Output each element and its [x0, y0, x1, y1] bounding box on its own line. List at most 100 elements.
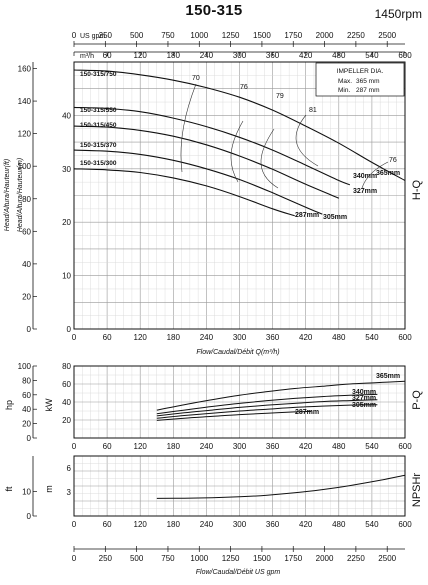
ylabel-hp: hp — [4, 400, 14, 410]
npsh-side-label: NPSHr — [411, 473, 423, 508]
head-ft-tick-label: 80 — [22, 195, 31, 204]
hq-x-tick-label: 120 — [134, 333, 148, 342]
npsh-m-tick-label: 3 — [67, 488, 72, 497]
hq-curve-365mm — [73, 69, 406, 181]
npsh-curve — [156, 474, 406, 499]
ylabel-head-m: Head/Altura/Hauteur(m) — [17, 158, 24, 232]
hp-tick-label: 0 — [27, 434, 32, 443]
pq-curve-label: 365mm — [376, 373, 400, 380]
npsh-x-tick-label: 600 — [398, 520, 412, 529]
hq-curve-305mm — [73, 149, 323, 215]
head-m-tick-label: 0 — [67, 325, 72, 334]
pq-x-tick-label: 420 — [299, 442, 313, 451]
gpm-tick-label: 1750 — [284, 31, 302, 40]
hq-x-tick-label: 180 — [167, 333, 181, 342]
bottom-gpm-tick-label: 1250 — [222, 554, 240, 563]
impeller-max-label: Max. — [338, 78, 352, 85]
gpm-tick-label: 2000 — [316, 31, 334, 40]
flow-tick-label: 60 — [103, 51, 112, 60]
gpm-tick-label: 1500 — [253, 31, 271, 40]
npsh-x-tick-label: 240 — [200, 520, 214, 529]
ylabel-npsh-ft: ft — [4, 486, 14, 492]
bottom-gpm-label: Flow/Caudal/Débit US gpm — [196, 569, 281, 576]
top-flow-unit: m³/h — [80, 53, 94, 60]
pq-side-label: P-Q — [411, 390, 423, 410]
efficiency-label: 76 — [240, 84, 248, 91]
head-ft-tick-label: 40 — [22, 260, 31, 269]
hq-x-tick-label: 0 — [72, 333, 77, 342]
hq-x-tick-label: 240 — [200, 333, 214, 342]
gpm-tick-label: 500 — [130, 31, 144, 40]
flow-tick-label: 180 — [167, 51, 181, 60]
bottom-gpm-tick-label: 1000 — [190, 554, 208, 563]
hq-xlabel: Flow/Caudal/Débit Q(m³/h) — [196, 349, 279, 356]
kw-tick-label: 60 — [62, 380, 71, 389]
npsh-ft-tick-label: 0 — [27, 512, 32, 521]
impeller-box — [315, 62, 405, 97]
speed-label: 1450rpm — [374, 7, 422, 21]
bottom-gpm-tick-label: 1750 — [284, 554, 302, 563]
npsh-ft-tick-label: 10 — [22, 488, 31, 497]
pq-x-tick-label: 540 — [365, 442, 379, 451]
pq-x-tick-label: 120 — [134, 442, 148, 451]
head-m-tick-label: 30 — [62, 165, 71, 174]
gpm-tick-label: 1000 — [190, 31, 208, 40]
head-ft-tick-label: 140 — [18, 97, 32, 106]
hq-curve-label: 327mm — [353, 188, 377, 195]
pq-curve-label: 305mm — [352, 402, 376, 409]
head-ft-tick-label: 60 — [22, 227, 31, 236]
hq-side-label: H-Q — [411, 179, 423, 200]
kw-tick-label: 40 — [62, 398, 71, 407]
npsh-x-tick-label: 0 — [72, 520, 77, 529]
bottom-gpm-tick-label: 250 — [99, 554, 113, 563]
pq-x-tick-label: 360 — [266, 442, 280, 451]
gpm-tick-label: 250 — [99, 31, 113, 40]
motor-label: 150-315/550 — [80, 107, 117, 114]
pq-x-tick-label: 300 — [233, 442, 247, 451]
impeller-max-value: 365 mm — [356, 78, 379, 85]
efficiency-isoline — [361, 161, 389, 189]
npsh-m-tick-label: 6 — [67, 464, 72, 473]
efficiency-label: 70 — [192, 75, 200, 82]
hq-curve-label: 305mm — [323, 214, 347, 221]
npsh-x-tick-label: 120 — [134, 520, 148, 529]
flow-tick-label: 420 — [299, 51, 313, 60]
motor-label: 150-315/450 — [80, 122, 117, 129]
plot-frame — [73, 365, 406, 439]
npsh-x-tick-label: 540 — [365, 520, 379, 529]
bottom-gpm-tick-label: 500 — [130, 554, 144, 563]
bottom-gpm-tick-label: 750 — [161, 554, 175, 563]
hq-x-tick-label: 480 — [332, 333, 346, 342]
impeller-box-title: IMPELLER DIA. — [337, 68, 384, 75]
efficiency-label: 79 — [276, 93, 284, 100]
pq-curve-327mm — [156, 399, 378, 417]
gpm-tick-label: 1250 — [222, 31, 240, 40]
pq-curve-287mm — [156, 410, 312, 421]
gpm-tick-label: 2250 — [347, 31, 365, 40]
flow-tick-label: 600 — [398, 51, 412, 60]
efficiency-isoline — [295, 114, 319, 167]
ylabel-head-ft: Head/Altura/Hauteur(ft) — [4, 159, 11, 231]
impeller-min-value: 287 mm — [356, 87, 379, 94]
efficiency-label: 81 — [309, 107, 317, 114]
head-ft-tick-label: 120 — [18, 130, 32, 139]
pq-curve-label: 340mm — [352, 389, 376, 396]
head-ft-tick-label: 0 — [27, 325, 32, 334]
efficiency-isoline — [180, 83, 197, 173]
pq-x-tick-label: 0 — [72, 442, 77, 451]
hq-x-tick-label: 360 — [266, 333, 280, 342]
efficiency-label: 76 — [389, 157, 397, 164]
gpm-tick-label: 750 — [161, 31, 175, 40]
npsh-x-tick-label: 420 — [299, 520, 313, 529]
hq-curve-340mm — [73, 106, 350, 186]
npsh-x-tick-label: 180 — [167, 520, 181, 529]
pq-x-tick-label: 60 — [103, 442, 112, 451]
hq-x-tick-label: 300 — [233, 333, 247, 342]
hq-x-tick-label: 540 — [365, 333, 379, 342]
hp-tick-label: 20 — [22, 420, 31, 429]
motor-label: 150-315/370 — [80, 142, 117, 149]
hq-curve-287mm — [73, 168, 295, 217]
hq-curve-label: 365mm — [376, 170, 400, 177]
kw-tick-label: 80 — [62, 362, 71, 371]
hp-tick-label: 80 — [22, 376, 31, 385]
